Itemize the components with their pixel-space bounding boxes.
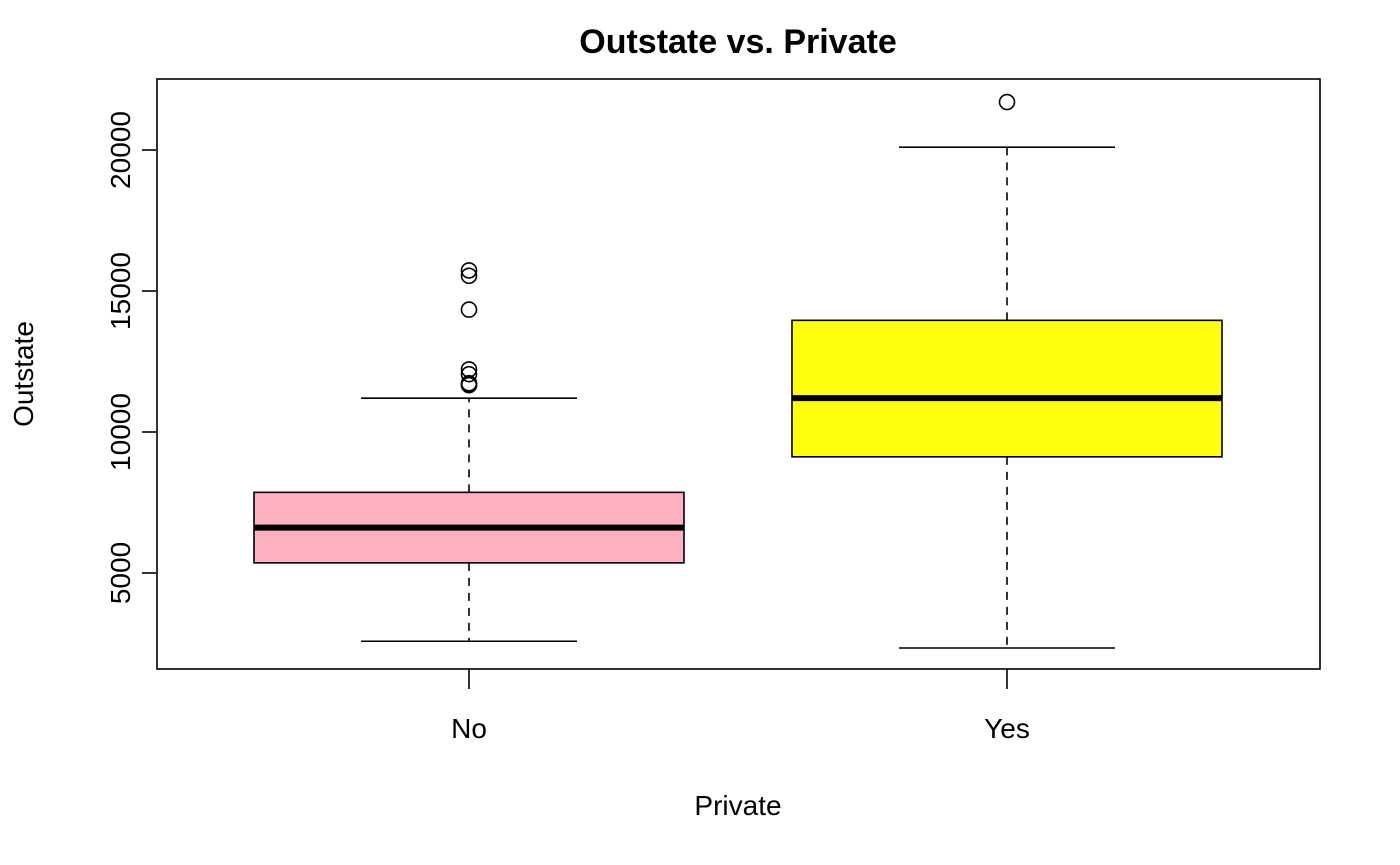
outlier-point [460,267,478,285]
outlier-point [460,374,478,392]
outlier-point [460,301,478,318]
y-tick-label: 10000 [105,393,136,471]
y-tick-label: 5000 [105,542,136,604]
y-tick-label: 20000 [105,111,136,189]
x-axis-label: Private [694,790,781,821]
outlier-point [998,93,1016,111]
x-tick-label: Yes [984,713,1030,744]
box-yes [791,319,1223,458]
outlier-point [460,365,478,383]
y-axis-label: Outstate [8,321,39,427]
y-tick-label: 15000 [105,252,136,330]
outlier-point [460,262,478,279]
outlier-point [460,361,478,378]
plot-frame [156,78,1321,670]
plot-layer: 5000 10000 15000 20000 No Yes [105,93,1223,744]
x-tick-label: No [451,713,487,744]
chart-title: Outstate vs. Private [579,23,896,61]
